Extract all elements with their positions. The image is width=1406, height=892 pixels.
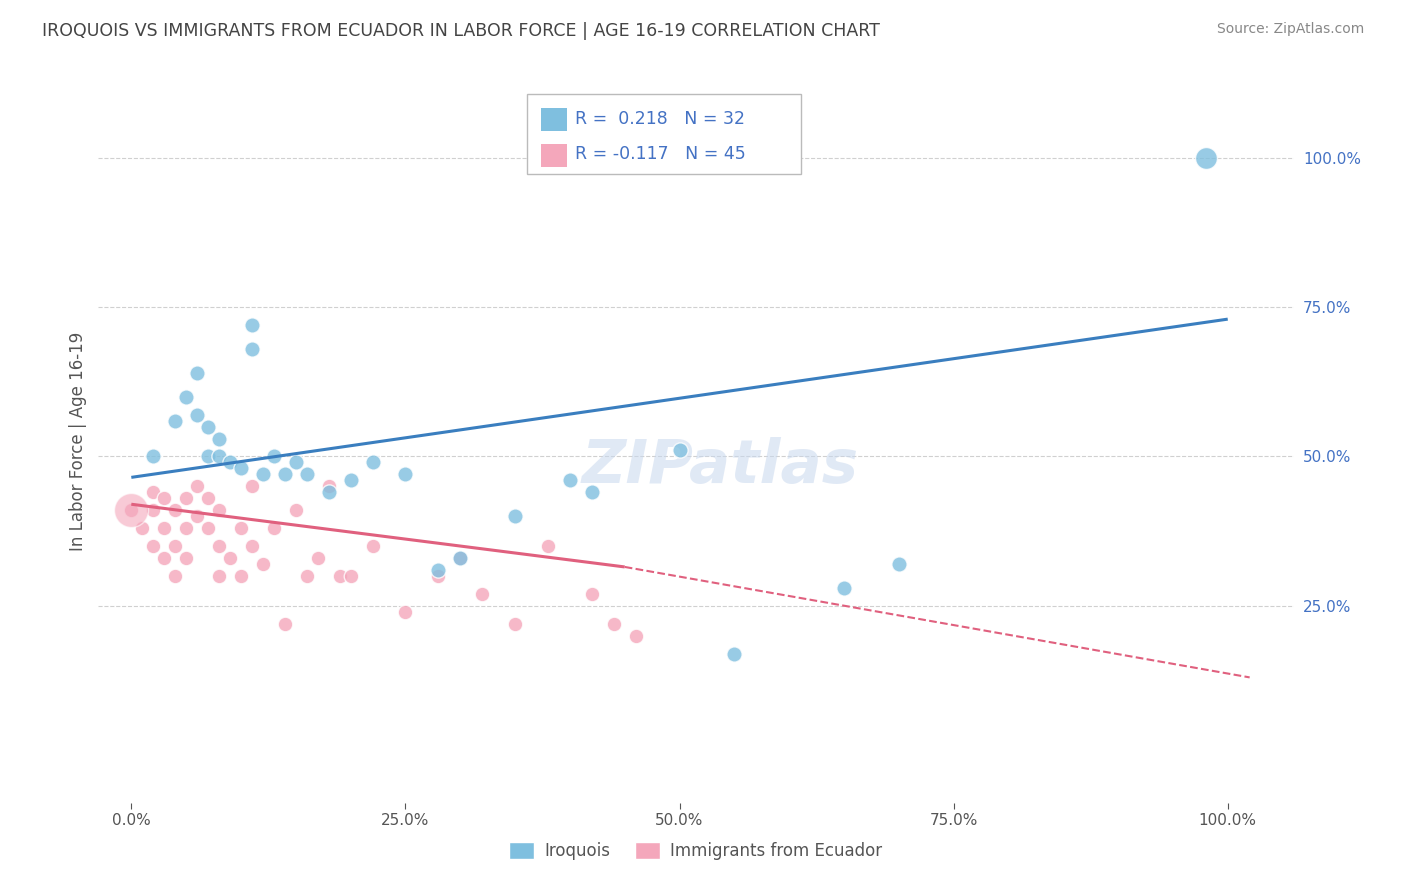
Point [394,605,416,619]
Point [361,539,384,553]
Point [240,479,263,493]
Point [229,569,252,583]
Point [208,503,231,517]
Point [165,539,187,553]
Point [165,503,187,517]
Point [142,539,165,553]
Point [240,342,263,356]
Text: ZIPatlas: ZIPatlas [581,437,859,496]
Point [120,503,142,517]
Point [153,521,176,535]
Point [427,569,450,583]
Point [537,539,560,553]
Y-axis label: In Labor Force | Age 16-19: In Labor Force | Age 16-19 [69,332,87,551]
Point [197,419,219,434]
Point [208,539,231,553]
Point [624,629,647,643]
Point [427,563,450,577]
Point [174,491,197,506]
Point [887,557,910,571]
Point [197,521,219,535]
Point [274,467,297,482]
Point [197,450,219,464]
Point [339,569,361,583]
Point [174,551,197,566]
Point [361,455,384,469]
Text: IROQUOIS VS IMMIGRANTS FROM ECUADOR IN LABOR FORCE | AGE 16-19 CORRELATION CHART: IROQUOIS VS IMMIGRANTS FROM ECUADOR IN L… [42,22,880,40]
Point [1195,151,1218,165]
Point [471,587,494,601]
Point [263,521,285,535]
Point [339,474,361,488]
Point [274,616,297,631]
Point [449,551,471,566]
Point [142,503,165,517]
Point [449,551,471,566]
Point [174,521,197,535]
Point [252,557,274,571]
Point [295,569,318,583]
Point [240,539,263,553]
Legend: Iroquois, Immigrants from Ecuador: Iroquois, Immigrants from Ecuador [503,835,889,867]
Point [120,503,142,517]
Point [219,551,242,566]
Text: Source: ZipAtlas.com: Source: ZipAtlas.com [1216,22,1364,37]
Point [197,491,219,506]
Point [186,509,208,524]
Point [723,647,745,661]
Point [503,616,526,631]
Point [603,616,626,631]
Point [503,509,526,524]
Point [219,455,242,469]
Point [153,551,176,566]
Point [208,450,231,464]
Point [318,479,340,493]
Text: R = -0.117   N = 45: R = -0.117 N = 45 [575,145,745,163]
Point [229,521,252,535]
Point [186,479,208,493]
Point [318,485,340,500]
Point [307,551,329,566]
Point [832,581,855,595]
Point [558,474,581,488]
Point [668,443,690,458]
Point [153,491,176,506]
Point [131,521,153,535]
Point [186,408,208,422]
Point [252,467,274,482]
Text: R =  0.218   N = 32: R = 0.218 N = 32 [575,110,745,128]
Point [581,587,603,601]
Point [142,485,165,500]
Point [295,467,318,482]
Point [240,318,263,332]
Point [165,569,187,583]
Point [394,467,416,482]
Point [284,503,307,517]
Point [263,450,285,464]
Point [208,432,231,446]
Point [142,450,165,464]
Point [329,569,352,583]
Point [208,569,231,583]
Point [581,485,603,500]
Point [229,461,252,475]
Point [165,414,187,428]
Point [284,455,307,469]
Point [174,390,197,404]
Point [186,366,208,380]
